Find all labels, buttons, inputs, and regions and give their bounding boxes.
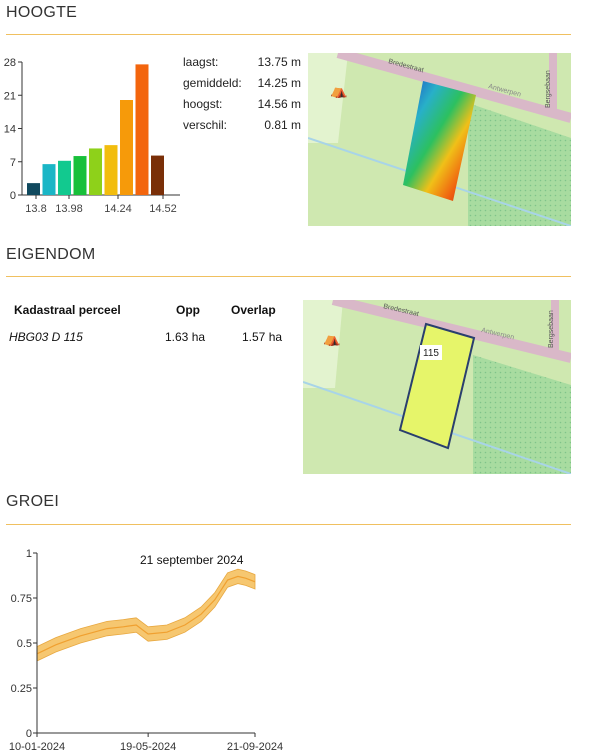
stat-value: 0.81 m	[264, 118, 301, 132]
y-tick-label: 0.5	[17, 638, 32, 650]
stat-value: 14.56 m	[257, 97, 301, 111]
y-tick-label: 0.25	[11, 683, 32, 695]
stat-label: hoogst:	[183, 97, 223, 111]
y-tick-label: 7	[10, 157, 16, 169]
map-label-street3: Bergsebaan	[545, 70, 552, 108]
stat-row: laagst: 13.75 m	[183, 55, 301, 70]
height-stats: laagst: 13.75 m gemiddeld: 14.25 m hoogst: 14…	[183, 55, 301, 145]
stat-value: 14.25 m	[257, 76, 301, 90]
column-header-overlap: Overlap	[231, 303, 276, 317]
stat-row: gemiddeld: 14.25 m	[183, 76, 301, 91]
section-title-ownership: EIGENDOM	[6, 246, 96, 263]
section-divider	[6, 276, 571, 277]
elevation-heatmap	[403, 81, 476, 201]
section-title-height: HOOGTE	[6, 4, 78, 21]
campsite-icon: ⛺	[330, 82, 347, 99]
x-tick-label: 10-01-2024	[9, 741, 65, 753]
y-tick-label: 14	[4, 124, 16, 136]
growth-chart[interactable]: 0 0.25 0.5 0.75 1 10-01-2024 19-05-2024 21-09-2…	[0, 545, 300, 754]
histogram-bar[interactable]	[135, 64, 149, 195]
stat-row: hoogst: 14.56 m	[183, 97, 301, 112]
ownership-map[interactable]: 115 ⛺ Bredestraat Antwerpen Bergsebaan	[303, 300, 571, 474]
x-tick-label: 19-05-2024	[120, 741, 176, 753]
column-header-area: Opp	[176, 303, 200, 317]
stat-label: gemiddeld:	[183, 76, 242, 90]
y-tick-label: 0	[10, 190, 16, 202]
x-tick-label: 14.52	[149, 203, 177, 215]
map-label-street3: Bergsebaan	[548, 310, 555, 348]
histogram-bar[interactable]	[73, 156, 87, 195]
growth-series-line[interactable]	[36, 575, 256, 655]
histogram-bar[interactable]	[27, 183, 40, 195]
histogram-bar[interactable]	[42, 164, 56, 195]
x-tick-label: 13.8	[25, 203, 46, 215]
road-bredestraat	[331, 300, 571, 363]
confidence-band	[36, 568, 256, 662]
section-divider	[6, 34, 571, 35]
forest-area	[473, 355, 571, 474]
x-tick-label: 13.98	[55, 203, 83, 215]
y-tick-label: 28	[4, 57, 16, 69]
meadow-area	[308, 53, 348, 143]
histogram-bar[interactable]	[120, 100, 133, 195]
histogram-bar[interactable]	[89, 148, 102, 195]
column-header-parcel: Kadastraal perceel	[14, 303, 121, 317]
forest-area	[468, 103, 571, 226]
histogram-bar[interactable]	[151, 155, 164, 195]
section-title-growth: GROEI	[6, 493, 60, 510]
height-histogram-chart: 0 7 14 21 28 13.8 13.98 14.24 14.52	[4, 57, 180, 215]
area-cell: 1.63 ha	[165, 330, 206, 344]
stat-value: 13.75 m	[257, 55, 301, 69]
height-map[interactable]: ⛺ Bredestraat Antwerpen Bergsebaan	[308, 53, 571, 226]
campsite-icon: ⛺	[323, 330, 340, 347]
histogram-bar[interactable]	[58, 160, 71, 195]
histogram-bar[interactable]	[104, 145, 118, 195]
x-tick-label: 14.24	[104, 203, 132, 215]
parcel-id-cell: HBG03 D 115	[9, 330, 83, 344]
stat-label: laagst:	[183, 55, 219, 69]
parcel-115[interactable]	[398, 322, 476, 450]
y-tick-label: 0	[26, 728, 32, 740]
y-tick-label: 1	[26, 548, 32, 560]
overlap-cell: 1.57 ha	[242, 330, 283, 344]
x-tick-label: 21-09-2024	[227, 741, 283, 753]
y-tick-label: 21	[4, 90, 16, 102]
stat-label: verschil:	[183, 118, 228, 132]
road-bredestraat	[336, 53, 571, 123]
meadow-area	[303, 300, 343, 388]
stat-row: verschil: 0.81 m	[183, 118, 301, 133]
section-divider	[6, 524, 571, 525]
chart-annotation: 21 september 2024	[140, 553, 244, 567]
parcel-label: 115	[423, 348, 439, 359]
y-tick-label: 0.75	[11, 593, 32, 605]
parcel-label-box	[420, 345, 442, 360]
